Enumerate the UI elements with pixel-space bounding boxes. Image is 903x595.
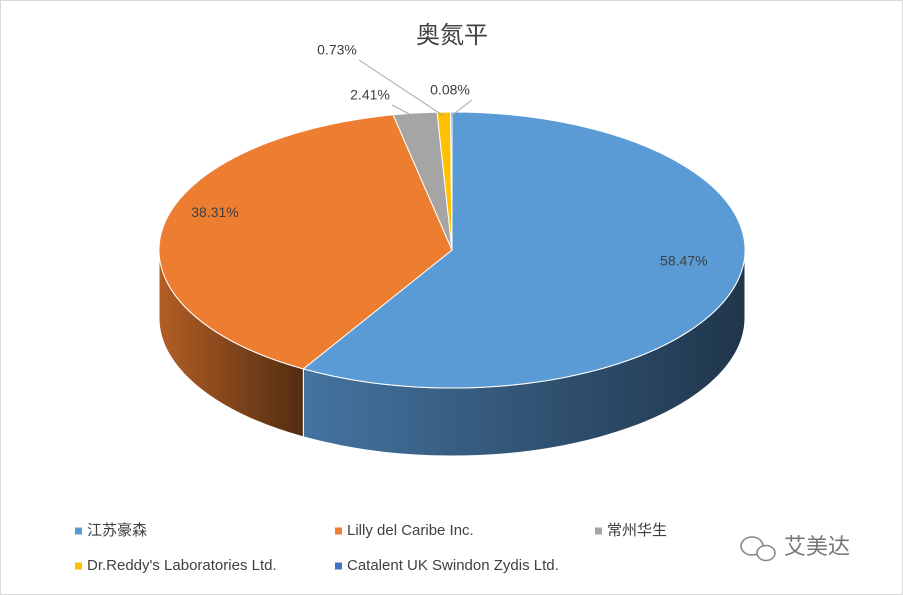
- data-label: 38.31%: [191, 204, 238, 220]
- legend-label: Dr.Reddy's Laboratories Ltd.: [87, 557, 277, 574]
- slice: [450, 111, 453, 251]
- data-label: 58.47%: [660, 252, 707, 268]
- slice: [158, 114, 453, 370]
- legend-label: Catalent UK Swindon Zydis Ltd.: [347, 557, 559, 574]
- leader-line: [450, 99, 473, 117]
- legend-label: 常州华生: [607, 522, 667, 539]
- legend-marker: [335, 527, 342, 535]
- legend-marker: [595, 527, 602, 535]
- slice: [302, 111, 746, 389]
- leader-line: [358, 59, 445, 117]
- watermark-text: 艾美达: [784, 535, 850, 560]
- watermark-icon: [756, 544, 776, 562]
- watermark: 艾美达: [740, 535, 850, 562]
- legend-marker: [335, 562, 342, 570]
- data-label: 0.73%: [317, 42, 357, 58]
- leader-line: [391, 104, 416, 118]
- chart-title: 奥氮平: [416, 21, 488, 49]
- legend-label: Lilly del Caribe Inc.: [347, 522, 474, 539]
- data-label: 0.08%: [430, 82, 470, 98]
- data-label: 2.41%: [350, 87, 390, 103]
- legend-marker: [75, 562, 82, 570]
- legend-label: 江苏豪森: [87, 521, 147, 539]
- legend-marker: [75, 527, 82, 535]
